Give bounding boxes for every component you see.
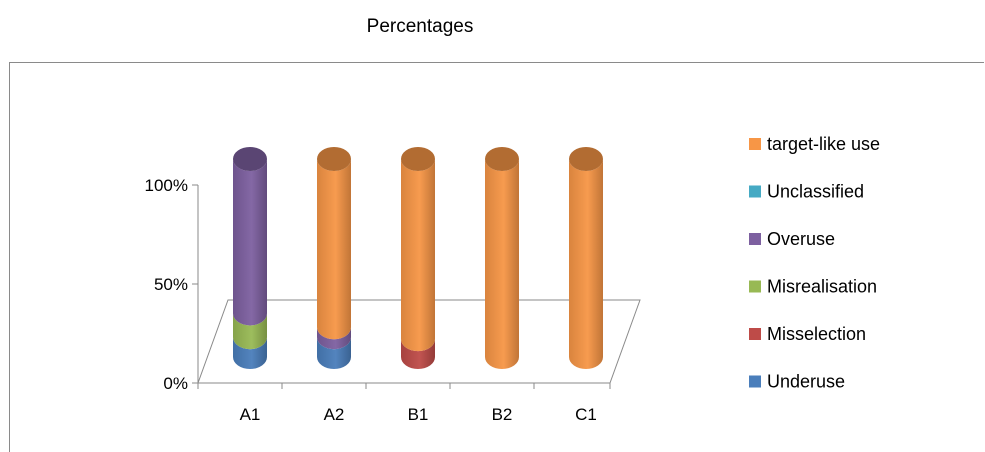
legend-label: target-like use [767, 134, 880, 154]
chart-title: Percentages [366, 16, 474, 37]
chart-frame [9, 62, 984, 452]
legend-swatch [749, 185, 761, 198]
x-tick-label: B1 [408, 405, 429, 424]
bar-top-A2 [317, 147, 351, 171]
legend-swatch [749, 233, 761, 245]
y-tick-label: 100% [145, 176, 188, 195]
x-tick-label: A1 [240, 405, 261, 424]
bar-B1-misselection [401, 339, 435, 369]
legend-swatch [749, 280, 761, 293]
bar-C1-target-like-use [569, 159, 603, 369]
bar-B1-target-like-use [401, 159, 435, 352]
legend-label: Misrealisation [767, 277, 877, 297]
bar-A1-underuse [233, 337, 267, 369]
x-tick-label: B2 [492, 405, 513, 424]
x-tick-label: A2 [324, 405, 345, 424]
bar-top-B1 [401, 147, 435, 171]
legend-swatch [749, 328, 761, 340]
legend-swatch [749, 138, 761, 150]
bar-A2-overuse [317, 327, 351, 350]
legend-swatch [749, 375, 761, 388]
legend-label: Unclassified [767, 182, 864, 202]
legend-label: Overuse [767, 229, 835, 249]
bar-A1-misrealisation [233, 313, 267, 350]
bar-B2-target-like-use [485, 159, 519, 369]
bar-A2-underuse [317, 337, 351, 369]
y-tick-label: 50% [154, 275, 188, 294]
x-tick-label: C1 [575, 405, 597, 424]
chart-floor [197, 299, 641, 384]
legend-label: Underuse [767, 372, 845, 392]
bar-A1-overuse [233, 159, 267, 326]
bar-top-B2 [485, 147, 519, 171]
y-tick-label: 0% [163, 374, 188, 393]
bar-top-C1 [569, 147, 603, 171]
legend-label: Misselection [767, 324, 866, 344]
bar-top-A1 [233, 147, 267, 171]
bar-A2-target-like-use [317, 159, 351, 340]
